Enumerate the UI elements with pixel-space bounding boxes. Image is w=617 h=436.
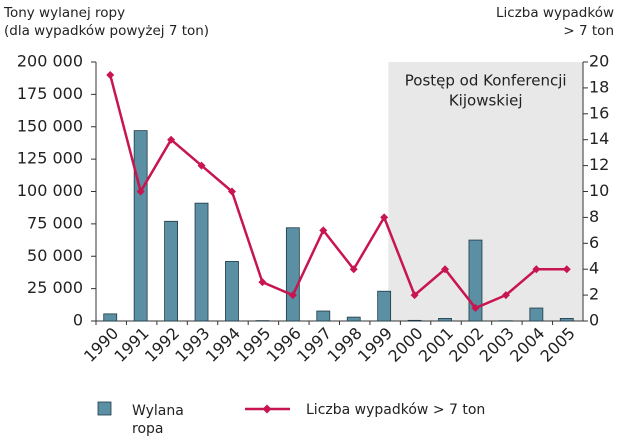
x-tick-label: 1992 [141, 324, 183, 366]
x-tick-label: 1997 [293, 324, 335, 366]
y-tick-label: 25 000 [27, 278, 83, 297]
x-tick-label: 2003 [476, 324, 518, 366]
y-tick-label: 175 000 [17, 84, 83, 103]
y-tick-label: 200 000 [17, 52, 83, 71]
y2-tick-label: 16 [589, 103, 609, 122]
y2-tick-label: 2 [589, 285, 599, 304]
line [109, 74, 567, 310]
x-tick-label: 1998 [324, 324, 366, 366]
y2-tick-label: 0 [589, 311, 599, 330]
y2-tick-label: 20 [589, 52, 609, 71]
bar [438, 318, 452, 322]
bar [103, 313, 118, 322]
y-axis-label: (dla wypadków powyżej 7 ton) [4, 23, 209, 39]
y-tick-label: 125 000 [17, 149, 83, 168]
line-marker [501, 291, 510, 300]
x-tick-label: 1991 [110, 324, 152, 366]
legend-swatch [97, 401, 112, 416]
highlight-label: Kijowskiej [449, 92, 523, 110]
y2-tick-label: 4 [589, 259, 599, 278]
line-marker [562, 265, 571, 274]
line-marker [319, 226, 328, 235]
y2-tick-label: 8 [589, 207, 599, 226]
bar [529, 307, 544, 322]
x-tick-label: 2004 [506, 324, 548, 366]
line-marker [349, 265, 358, 274]
y2-tick-label: 12 [589, 155, 609, 174]
bar [407, 319, 422, 322]
bar [468, 239, 483, 322]
line-marker [288, 291, 297, 300]
y2-tick-label: 18 [589, 77, 609, 96]
x-tick-label: 2001 [415, 324, 457, 366]
line-marker [197, 161, 206, 170]
y2-tick-label: 10 [589, 181, 609, 200]
line-marker [106, 70, 115, 79]
y2-tick-label: 14 [589, 129, 609, 148]
x-tick-label: 1993 [171, 324, 213, 366]
bar [164, 220, 178, 322]
line-marker [532, 265, 541, 274]
y2-axis-label: > 7 ton [563, 23, 614, 39]
x-tick-label: 2000 [384, 324, 426, 366]
y2-axis-label: Liczba wypadków [496, 5, 614, 21]
line-marker [441, 265, 450, 274]
y-tick-label: 100 000 [17, 181, 83, 200]
line-marker [227, 187, 236, 196]
line-marker [471, 304, 480, 313]
y-tick-label: 50 000 [27, 246, 83, 265]
legend-marker [262, 404, 272, 414]
legend-label: Wylana ropa [132, 403, 184, 436]
x-tick-label: 1996 [263, 324, 305, 366]
x-tick-label: 2002 [445, 324, 487, 366]
legend-label: Liczba wypadków > 7 ton [306, 402, 485, 418]
y-tick-label: 75 000 [27, 213, 83, 232]
line-marker [136, 187, 145, 196]
highlight-region [388, 62, 583, 321]
line-marker [258, 278, 267, 287]
bar [225, 261, 239, 322]
bar [377, 290, 392, 322]
x-tick-label: 1995 [232, 324, 274, 366]
bar [133, 130, 148, 322]
bar [346, 316, 361, 322]
bar [285, 227, 300, 322]
x-tick-label: 1999 [354, 324, 396, 366]
bar [316, 310, 331, 322]
y-tick-label: 150 000 [17, 116, 83, 135]
x-tick-label: 1990 [80, 324, 122, 366]
line-marker [380, 213, 389, 222]
x-tick-label: 2005 [537, 324, 579, 366]
y-tick-label: 0 [73, 311, 83, 330]
x-tick-label: 1994 [202, 324, 244, 366]
y-axis-label: Tony wylanej ropy [3, 5, 125, 21]
line-marker [167, 135, 176, 144]
bar [559, 318, 574, 322]
bar [194, 202, 209, 322]
line-marker [410, 291, 419, 300]
highlight-label: Postęp od Konferencji [405, 72, 567, 90]
y2-tick-label: 6 [589, 233, 599, 252]
